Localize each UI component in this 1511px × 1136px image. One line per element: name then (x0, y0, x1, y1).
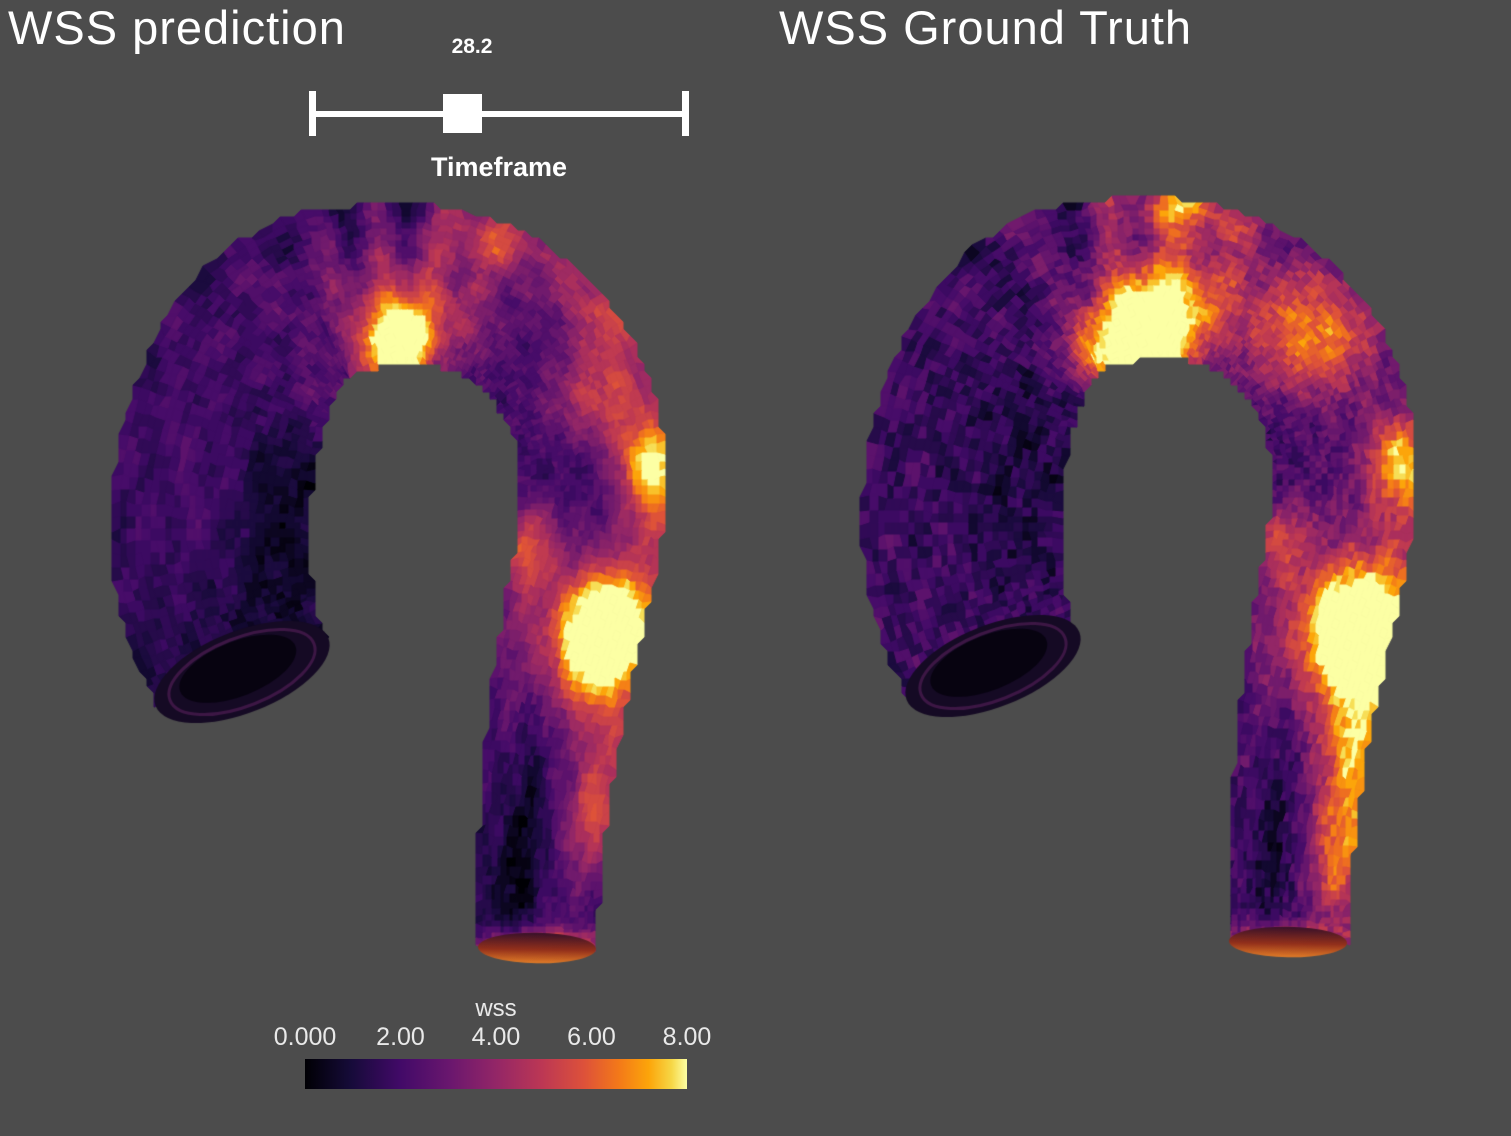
prediction-title: WSS prediction (8, 1, 346, 54)
timeframe-slider[interactable]: 28.2 Timeframe (309, 35, 689, 187)
prediction-3d-viewport[interactable] (0, 0, 755, 1136)
colorbar-title: wss (475, 995, 517, 1022)
slider-right-endcap (682, 91, 689, 136)
colorbar-tick-0: 0.000 (273, 1023, 337, 1051)
timeframe-label: Timeframe (430, 152, 568, 182)
colorbar-tick-3: 6.00 (567, 1023, 616, 1051)
timeframe-slider-track[interactable] (312, 111, 686, 117)
colorbar-tick-2: 4.00 (471, 1023, 521, 1051)
colorbar-legend: wss 0.000 2.00 4.00 6.00 8.00 (274, 995, 712, 1089)
timeframe-slider-handle[interactable] (443, 94, 482, 133)
ground-truth-title: WSS Ground Truth (779, 1, 1193, 54)
colorbar-tick-labels: 0.000 2.00 4.00 6.00 8.00 (274, 1023, 712, 1056)
colorbar-gradient (305, 1059, 687, 1089)
timeframe-value: 28.2 (451, 35, 493, 58)
colorbar-tick-4: 8.00 (662, 1023, 712, 1051)
ground-truth-3d-viewport[interactable] (755, 0, 1511, 1136)
colorbar-tick-1: 2.00 (376, 1023, 425, 1051)
